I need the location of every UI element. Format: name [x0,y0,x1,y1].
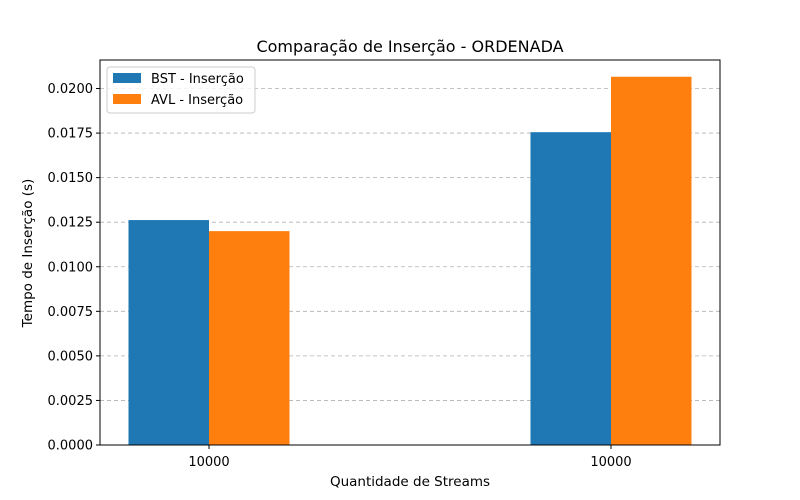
y-tick-label: 0.0200 [48,82,94,97]
bar-avl-1 [209,231,290,445]
y-axis-title: Tempo de Inserção (s) [20,179,36,329]
y-tick-label: 0.0100 [48,260,94,275]
y-tick-label: 0.0025 [48,394,94,409]
plot-frame [99,59,721,446]
x-tick-label: 10000 [188,455,229,470]
x-axis: 10000 10000 [188,445,632,470]
bar-avl-2 [611,76,692,445]
x-tick-label: 10000 [590,455,631,470]
y-tick-label: 0.0125 [48,216,94,231]
y-tick-label: 0.0150 [48,171,94,186]
y-axis: 0.0000 0.0025 0.0050 0.0075 0.0100 0.0125 0.01… [48,82,100,454]
legend-box [106,66,256,114]
legend: BST - Inserção AVL - Inserção [106,66,256,114]
y-tick-label: 0.0000 [48,439,94,454]
legend-label-avl: AVL - Inserção [151,93,243,108]
legend-swatch-avl [113,94,141,104]
bar-bst-1 [128,220,209,445]
y-tick-label: 0.0175 [48,127,94,142]
legend-label-bst: BST - Inserção [151,72,244,87]
x-axis-title: Quantidade de Streams [330,474,490,490]
chart-title: Comparação de Inserção - ORDENADA [256,37,563,56]
bar-bst-2 [530,132,611,445]
legend-swatch-bst [113,73,141,83]
y-tick-label: 0.0050 [48,349,94,364]
bars [128,76,692,445]
y-tick-label: 0.0075 [48,305,94,320]
